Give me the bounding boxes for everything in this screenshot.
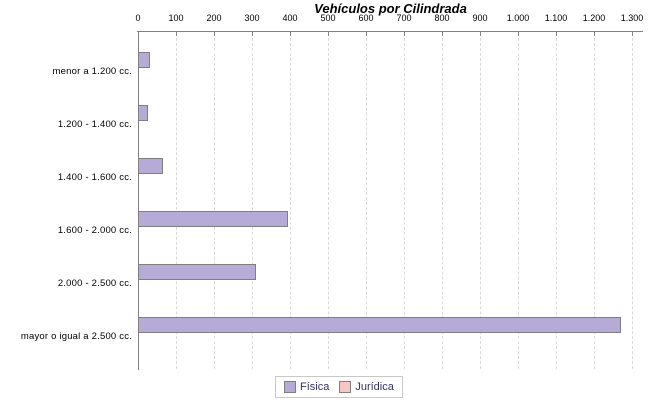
category-label: menor a 1.200 cc.: [52, 66, 132, 77]
x-tick-label: 1.300: [620, 13, 644, 23]
legend-label-juridica: Jurídica: [355, 381, 394, 393]
x-gridline: [594, 33, 595, 369]
fisica-swatch-icon: [284, 381, 296, 393]
bar-física: [138, 157, 163, 174]
juridica-swatch-icon: [339, 381, 352, 393]
x-gridline: [632, 33, 633, 369]
x-tick-label: 100: [168, 13, 184, 23]
x-tick-mark: [176, 32, 177, 36]
legend-label-fisica: Física: [300, 381, 330, 393]
category-label: 2.000 - 2.500 cc.: [57, 277, 132, 289]
x-gridline: [214, 33, 215, 369]
x-tick-label: 1.000: [506, 13, 530, 23]
category-label: 1.600 - 2.000 cc.: [57, 224, 132, 236]
legend-item-juridica: Jurídica: [339, 381, 394, 393]
y-axis-line: [138, 31, 139, 370]
category-label: 1.200 - 1.400 cc.: [57, 118, 132, 130]
x-tick-mark: [518, 32, 519, 36]
x-tick-mark: [632, 32, 633, 36]
x-tick-mark: [556, 32, 557, 36]
x-tick-label: 800: [434, 13, 450, 23]
x-tick-label: 0: [135, 13, 141, 23]
x-tick-mark: [366, 32, 367, 36]
x-tick-label: 1.100: [544, 13, 568, 23]
x-tick-mark: [594, 32, 595, 36]
x-tick-label: 300: [244, 13, 260, 23]
bar-física: [138, 52, 150, 68]
x-tick-mark: [138, 32, 139, 36]
x-gridline: [366, 33, 367, 369]
x-tick-mark: [404, 32, 405, 36]
x-gridline: [442, 33, 443, 369]
category-label: mayor o igual a 2.500 cc.: [20, 330, 132, 342]
x-gridline: [480, 33, 481, 369]
x-gridline: [290, 33, 291, 369]
bar-física: [138, 104, 148, 121]
x-tick-label: 900: [472, 13, 488, 23]
x-gridline: [404, 33, 405, 369]
chart-title: Vehículos por Cilindrada: [314, 1, 467, 16]
x-axis-line: [137, 31, 643, 32]
x-tick-mark: [328, 32, 329, 36]
bar-física: [138, 316, 621, 333]
legend: Física Jurídica: [275, 376, 403, 398]
x-tick-label: 500: [320, 13, 336, 23]
x-tick-mark: [290, 32, 291, 36]
x-tick-label: 600: [358, 13, 374, 23]
x-tick-label: 1.200: [582, 13, 606, 23]
legend-item-fisica: Física: [284, 381, 329, 393]
x-tick-mark: [480, 32, 481, 36]
x-tick-mark: [252, 32, 253, 36]
x-gridline: [556, 33, 557, 369]
x-tick-mark: [214, 32, 215, 36]
x-gridline: [252, 33, 253, 369]
x-gridline: [328, 33, 329, 369]
x-gridline: [176, 33, 177, 369]
x-tick-label: 400: [282, 13, 298, 23]
bar-física: [138, 263, 256, 280]
x-tick-label: 700: [396, 13, 412, 23]
x-tick-label: 200: [206, 13, 222, 23]
x-gridline: [518, 33, 519, 369]
bar-física: [138, 210, 288, 227]
category-label: 1.400 - 1.600 cc.: [57, 171, 132, 183]
x-tick-mark: [442, 32, 443, 36]
